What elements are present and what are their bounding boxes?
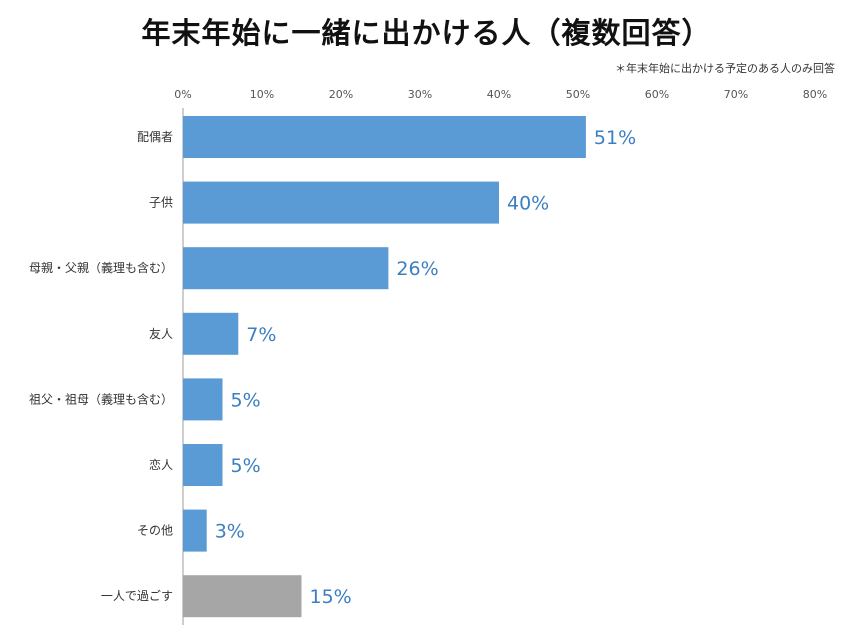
x-tick-label: 40%	[487, 88, 511, 101]
x-tick-label: 30%	[408, 88, 432, 101]
category-label: 恋人	[149, 457, 173, 472]
data-label: 40%	[507, 193, 549, 215]
x-tick-label: 60%	[645, 88, 669, 101]
bar	[183, 247, 389, 290]
x-tick-label: 50%	[566, 88, 590, 101]
bar	[183, 444, 223, 486]
data-label: 3%	[215, 521, 245, 543]
data-label: 5%	[231, 389, 261, 411]
category-label: 一人で過ごす	[101, 588, 173, 603]
bar	[183, 509, 207, 552]
x-tick-label: 20%	[329, 88, 353, 101]
chart-note: ＊年末年始に出かける予定のある人のみ回答	[615, 62, 835, 75]
data-label: 7%	[246, 324, 276, 346]
bar	[183, 575, 302, 618]
category-label: 配偶者	[137, 130, 173, 144]
x-tick-label: 70%	[724, 88, 748, 101]
bar	[183, 181, 499, 224]
bar	[183, 378, 223, 421]
x-tick-label: 0%	[174, 88, 191, 101]
data-label: 51%	[594, 127, 636, 149]
x-tick-label: 80%	[803, 88, 827, 101]
category-label: その他	[137, 524, 173, 538]
data-label: 5%	[231, 455, 261, 477]
bar	[183, 312, 239, 355]
x-tick-label: 10%	[250, 88, 274, 101]
category-label: 友人	[149, 327, 173, 341]
category-label: 子供	[149, 196, 173, 210]
data-label: 15%	[310, 586, 352, 608]
category-label: 祖父・祖母（義理も含む）	[29, 391, 173, 406]
bar	[183, 116, 586, 158]
category-label: 母親・父親（義理も含む）	[29, 260, 173, 275]
chart-title: 年末年始に一緒に出かける人（複数回答）	[141, 16, 712, 50]
data-label: 26%	[396, 258, 438, 280]
